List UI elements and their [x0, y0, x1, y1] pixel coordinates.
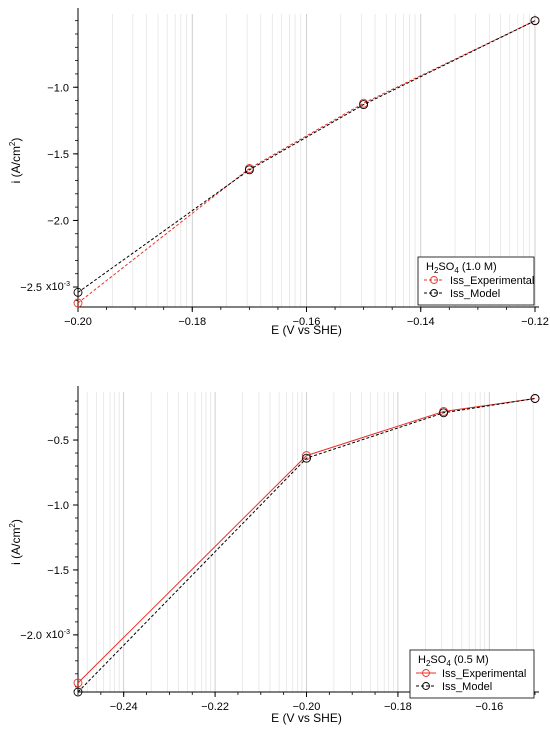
y-tick-label: −1.5 — [47, 149, 69, 161]
x-tick-label: −0.22 — [201, 701, 229, 713]
x-tick-label: −0.18 — [384, 701, 412, 713]
series-line-model — [77, 20, 536, 293]
legend-swatch-marker — [422, 669, 430, 677]
data-point — [439, 408, 449, 418]
legend-entry: Iss_Model — [450, 288, 500, 300]
chart-1: −0.20 −0.18 −0.16 −0.14 −0.12 −2.5 −2.0 −1.5 −1.… — [8, 8, 549, 337]
x-tick-label: −0.18 — [178, 316, 206, 328]
legend-swatch-marker — [430, 276, 438, 284]
legend-entry: Iss_Model — [442, 681, 492, 693]
data-point — [302, 451, 311, 461]
data-point — [73, 287, 83, 297]
data-point — [302, 453, 311, 463]
y-multiplier: x10-3 — [46, 281, 70, 293]
legend-title: H2SO4 (1.0 M) — [426, 261, 497, 275]
x-tick-label: −0.24 — [110, 701, 138, 713]
y-tick-label: −1.5 — [47, 565, 69, 577]
x-tick-label: −0.16 — [475, 701, 503, 713]
y-tick-label: −0.5 — [47, 435, 69, 447]
data-point — [359, 100, 369, 110]
data-point — [530, 16, 540, 26]
x-tick-label: −0.20 — [64, 316, 92, 328]
y-tick-label: −2.5 — [20, 282, 42, 294]
legend-swatch-marker — [430, 289, 438, 297]
series-line-experimental — [77, 398, 536, 684]
x-tick-label: −0.12 — [521, 316, 549, 328]
y-tick-label: −1.0 — [47, 500, 69, 512]
x-tick-label: −0.14 — [407, 316, 435, 328]
y-tick-label: −1.0 — [47, 82, 69, 94]
data-point — [244, 165, 254, 175]
chart-2: −0.24 −0.22 −0.20 −0.18 −0.16 −2.0 −1.5 −1.0 −0.… — [8, 386, 540, 725]
data-point — [73, 678, 83, 688]
series-line-model — [77, 398, 536, 693]
legend-entry: Iss_Experimental — [442, 668, 526, 680]
data-point — [530, 394, 540, 403]
data-point — [73, 298, 83, 308]
data-point — [73, 687, 83, 697]
x-axis-label: E (V vs SHE) — [271, 323, 342, 337]
x-axis-label: E (V vs SHE) — [271, 711, 342, 725]
y-axis-label: i (A/cm2) — [8, 519, 23, 565]
y-axis-label: i (A/cm2) — [8, 138, 23, 184]
legend-box — [409, 649, 535, 699]
y-tick-label: −2.0 — [47, 215, 69, 227]
y-multiplier: x10-3 — [46, 629, 70, 641]
x-tick-label: −0.20 — [293, 701, 321, 713]
legend-title: H2SO4 (0.5 M) — [418, 654, 489, 668]
legend-entry: Iss_Experimental — [450, 275, 534, 287]
x-tick-label: −0.16 — [293, 316, 321, 328]
y-tick-label: −2.0 — [20, 630, 42, 642]
legend-swatch-marker — [422, 682, 430, 690]
